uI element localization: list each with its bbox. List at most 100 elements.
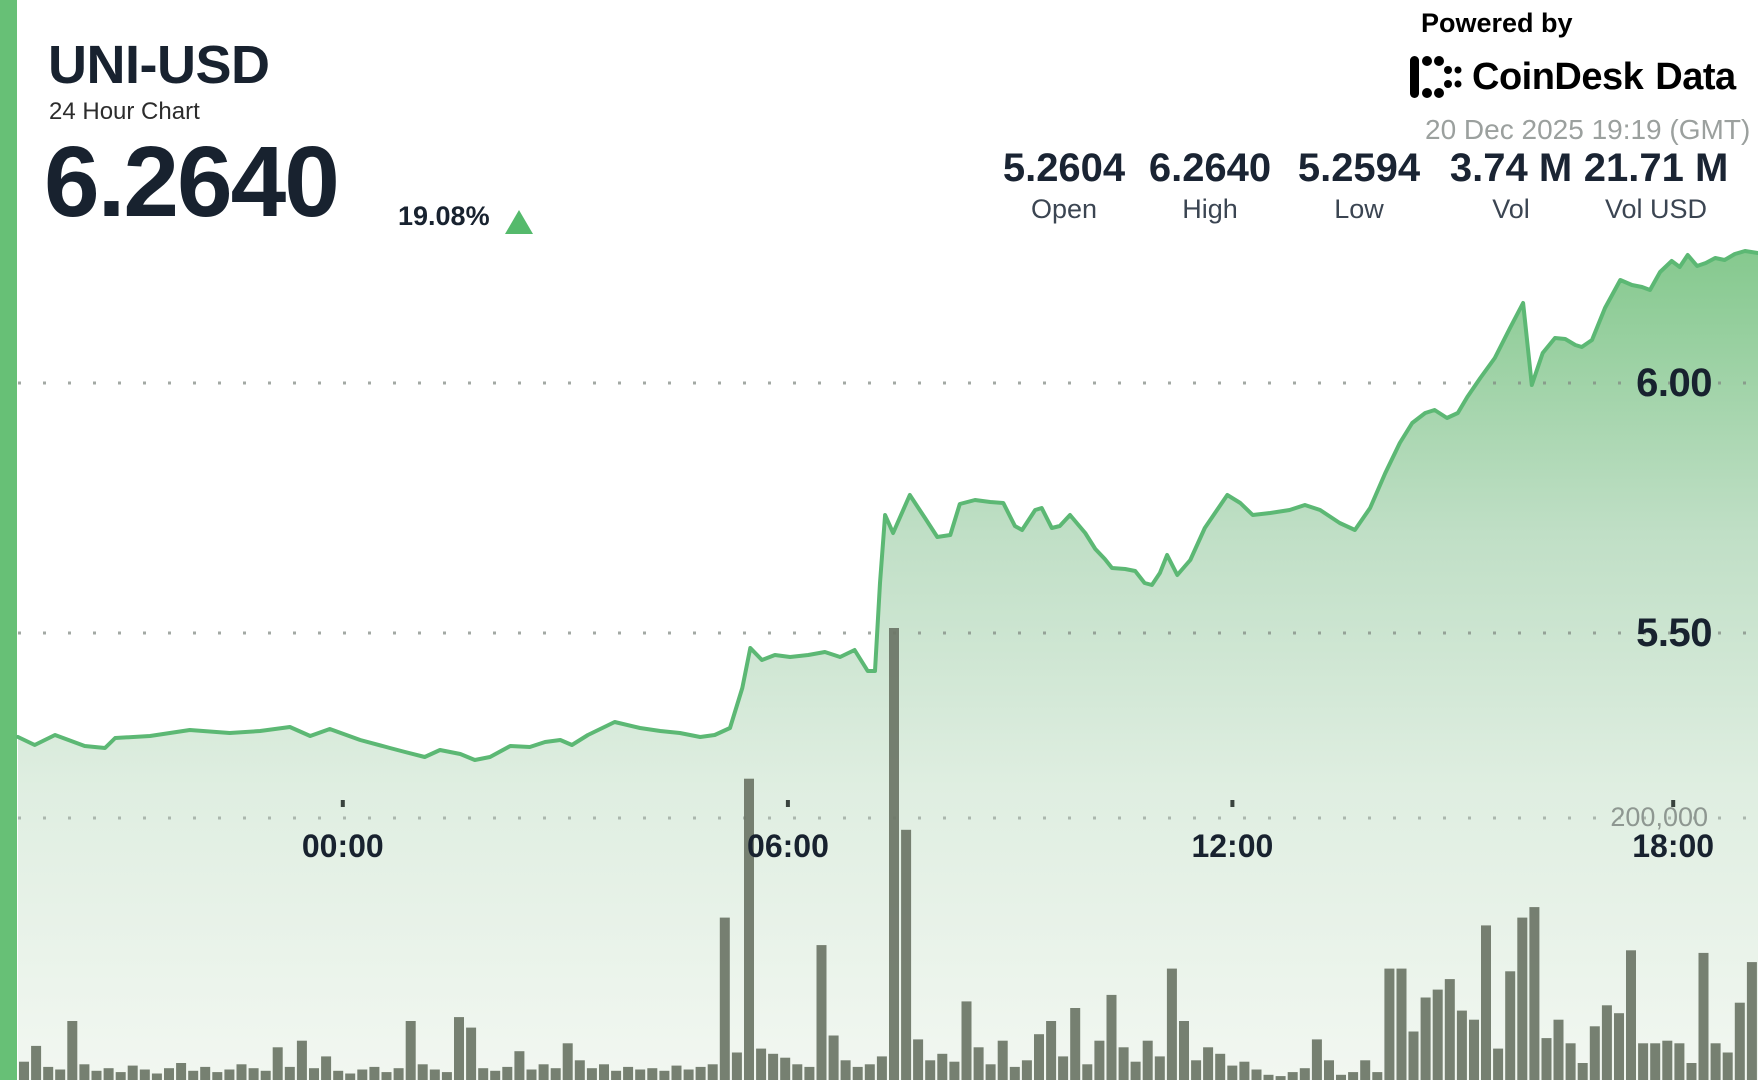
- stat-open: 5.2604 Open: [1003, 148, 1125, 223]
- volume-bar: [864, 1064, 875, 1080]
- volume-bar: [55, 1069, 66, 1080]
- volume-bar: [236, 1064, 247, 1080]
- volume-bar: [272, 1047, 283, 1080]
- volume-bar: [1614, 1013, 1624, 1080]
- volume-bar: [1166, 968, 1177, 1080]
- volume-bar: [1094, 1040, 1105, 1080]
- accent-bar: [0, 0, 17, 1080]
- stat-vol-usd: 21.71 M Vol USD: [1584, 148, 1729, 223]
- volume-bar: [1396, 968, 1407, 1080]
- volume-bar: [1360, 1060, 1371, 1080]
- volume-bar: [804, 1066, 815, 1080]
- volume-bar: [538, 1064, 549, 1080]
- volume-bar: [1348, 1072, 1359, 1080]
- volume-bar: [550, 1068, 561, 1080]
- volume-bar: [321, 1056, 332, 1080]
- volume-bar: [369, 1066, 380, 1080]
- coindesk-logo-icon: [1410, 56, 1462, 98]
- coindesk-logo-text-suffix: Data: [1655, 56, 1736, 98]
- volume-bar: [212, 1072, 223, 1080]
- volume-bar: [1589, 1026, 1600, 1080]
- volume-bar: [1263, 1074, 1274, 1080]
- volume-bar: [502, 1066, 513, 1080]
- volume-bar: [1577, 1063, 1588, 1080]
- volume-bar: [1058, 1056, 1069, 1080]
- volume-bar: [1215, 1053, 1226, 1080]
- volume-bar: [756, 1048, 767, 1080]
- volume-bar: [937, 1053, 948, 1080]
- volume-bar: [780, 1057, 791, 1080]
- volume-bar: [1191, 1060, 1202, 1080]
- volume-bar: [1070, 1008, 1081, 1080]
- volume-bar: [623, 1066, 634, 1080]
- volume-bar: [1529, 907, 1540, 1080]
- volume-bar: [176, 1063, 187, 1080]
- volume-bar: [1106, 994, 1117, 1080]
- volume-bar: [1299, 1068, 1310, 1080]
- volume-bar: [1142, 1040, 1153, 1080]
- volume-bar: [1541, 1038, 1552, 1080]
- volume-bar: [901, 829, 912, 1080]
- volume-bar: [792, 1064, 803, 1080]
- volume-bar: [1034, 1034, 1044, 1080]
- volume-bar: [840, 1060, 851, 1080]
- volume-bar: [1372, 1072, 1383, 1080]
- price-line: [16, 249, 1758, 762]
- volume-bar: [1227, 1065, 1238, 1080]
- volume-bar: [925, 1060, 936, 1080]
- volume-bar: [417, 1064, 428, 1080]
- volume-bar: [164, 1068, 174, 1080]
- volume-bar: [635, 1069, 646, 1080]
- volume-bar: [574, 1060, 585, 1080]
- volume-bar: [1324, 1060, 1334, 1080]
- volume-bar: [1251, 1069, 1262, 1080]
- volume-bar: [586, 1068, 597, 1080]
- volume-bar: [1082, 1064, 1093, 1080]
- volume-bar: [19, 1061, 29, 1080]
- volume-bar: [454, 1017, 464, 1080]
- volume-bar: [478, 1068, 489, 1080]
- volume-bar: [333, 1070, 344, 1080]
- volume-bar: [1686, 1063, 1697, 1080]
- chart-timestamp: 20 Dec 2025 19:19 (GMT): [1425, 114, 1751, 145]
- volume-bar: [31, 1045, 42, 1080]
- powered-by-label: Powered by: [1421, 8, 1573, 38]
- stat-label: Vol USD: [1604, 194, 1708, 224]
- volume-bar: [381, 1072, 392, 1080]
- volume-bar: [768, 1053, 779, 1080]
- volume-bar: [707, 1064, 718, 1080]
- volume-bar: [514, 1051, 525, 1080]
- volume-bar: [1565, 1043, 1576, 1080]
- volume-bar: [393, 1068, 404, 1080]
- volume-bar: [260, 1070, 271, 1080]
- volume-bar: [1662, 1040, 1673, 1080]
- stat-value: 6.2640: [1148, 146, 1272, 190]
- x-axis-tick: [1230, 800, 1235, 807]
- volume-bar: [1674, 1043, 1685, 1080]
- volume-bar: [1650, 1043, 1661, 1080]
- x-axis-tick: [785, 800, 790, 807]
- volume-bar: [695, 1066, 706, 1080]
- volume-bar: [1469, 1019, 1479, 1080]
- volume-bar: [1420, 997, 1431, 1080]
- volume-bar: [816, 945, 827, 1080]
- volume-bar: [1505, 971, 1516, 1080]
- volume-bar: [876, 1056, 887, 1080]
- volume-bar: [1626, 950, 1636, 1080]
- stat-value: 5.2594: [1297, 146, 1421, 190]
- volume-bar: [1118, 1047, 1129, 1080]
- volume-bar: [79, 1064, 90, 1080]
- volume-bar: [1456, 1010, 1467, 1080]
- volume-bar: [127, 1065, 138, 1080]
- volume-bar: [466, 1027, 477, 1080]
- volume-bar: [683, 1069, 694, 1080]
- volume-bar: [1239, 1061, 1250, 1080]
- stat-label: Open: [1030, 194, 1098, 224]
- stat-value: 21.71 M: [1583, 146, 1729, 190]
- stat-high: 6.2640 High: [1149, 148, 1271, 223]
- volume-bar: [151, 1073, 162, 1080]
- stat-vol: 3.74 M Vol: [1450, 148, 1572, 223]
- volume-bar: [1553, 1019, 1564, 1080]
- chart-subtitle: 24 Hour Chart: [49, 98, 200, 125]
